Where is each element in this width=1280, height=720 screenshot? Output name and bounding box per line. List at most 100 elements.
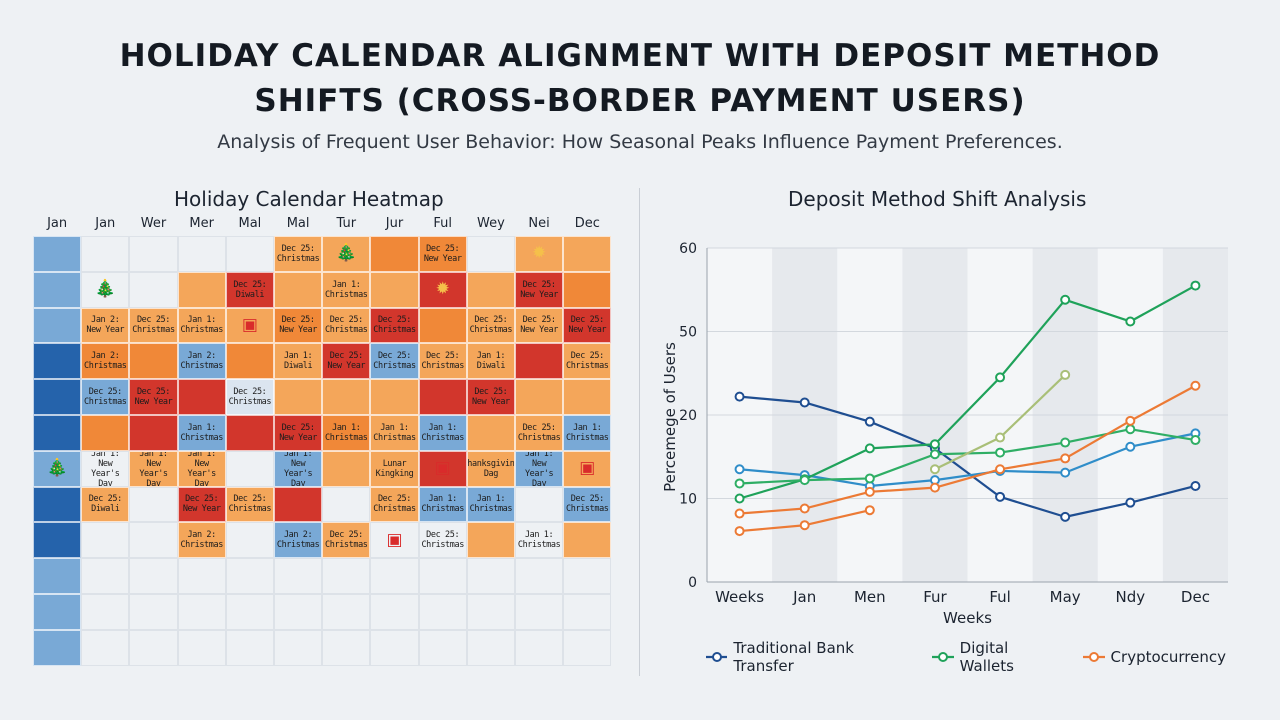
envelope-icon: ▣: [386, 529, 403, 550]
heatmap-cell: Jan 2: Christmas: [81, 343, 130, 380]
envelope-icon: ▣: [434, 458, 451, 479]
heatmap-cell-label: Dec 25: Christmas: [469, 315, 513, 336]
heatmap-cell-label: Dec 25: Christmas: [566, 494, 609, 515]
heatmap-cell: Dec 25: Christmas: [418, 522, 467, 559]
heatmap-cell: Dec 25: New Year: [274, 415, 323, 451]
heatmap-cell-label: Dec 25: Christmas: [84, 387, 127, 408]
heatmap-cell: [322, 486, 371, 523]
data-point: [995, 372, 1006, 383]
heatmap-cell: [33, 415, 82, 451]
series-line-1: [739, 432, 1196, 488]
heatmap-cell: Jan 1: Diwali: [466, 343, 515, 380]
heatmap-cell: [33, 522, 82, 559]
data-point: [995, 447, 1006, 458]
heatmap-cell: [515, 486, 564, 523]
heatmap-cell: [177, 236, 226, 272]
heatmap-cell-label: Jan 2: Christmas: [180, 530, 223, 551]
heatmap-cell: [225, 415, 274, 451]
heatmap-cell: Jan 2: Christmas: [177, 343, 226, 380]
heatmap-cell: Jan 1: New Year's Day: [515, 450, 564, 487]
heatmap-cell-label: Dec 25: New Year: [520, 315, 558, 336]
data-point: [1125, 415, 1136, 426]
heatmap-cell: Dec 25: Christmas: [563, 343, 612, 380]
heatmap-cell: Jan 1: Christmas: [322, 415, 371, 451]
heatmap-cell: Jan 1: Christmas: [466, 486, 515, 523]
heatmap-cell: Jan 1: Christmas: [515, 522, 564, 559]
tree-icon: 🎄: [94, 279, 116, 300]
heatmap-cell: [418, 629, 467, 666]
heatmap-cell: [274, 379, 323, 415]
heatmap-cell-label: Jan 1: Diwali: [476, 351, 506, 372]
heatmap-cell-label: Dec 25: New Year: [472, 387, 510, 408]
heatmap-cell: Jan 2: Christmas: [274, 522, 323, 559]
heatmap-cell-label: Dec 25: Christmas: [325, 530, 368, 551]
legend-label: Traditional Bank Transfer: [733, 639, 854, 675]
heatmap-column-header: Tur: [336, 216, 357, 231]
heatmap-cell-label: Dec 25: New Year: [568, 315, 607, 336]
heatmap-cell: [129, 594, 178, 630]
heatmap-column-header: Mal: [286, 216, 310, 231]
data-point: [1190, 280, 1201, 291]
heatmap-column-header: Jan: [95, 216, 116, 231]
data-point: [1060, 467, 1071, 478]
heatmap-cell: 🎄: [322, 236, 371, 272]
data-point: [864, 443, 875, 454]
heatmap-cell: [225, 629, 274, 666]
heatmap-column-header: Mal: [238, 216, 262, 231]
heatmap-cell: Dec 25: New Year: [515, 307, 564, 344]
heatmap-cell: [225, 236, 274, 272]
heatmap-cell: Jan 1: Christmas: [563, 415, 612, 451]
heatmap-cell: Dec 25: Diwali: [225, 271, 274, 308]
heatmap-cell: [466, 594, 515, 630]
heatmap-cell: [274, 486, 323, 523]
data-point: [734, 526, 745, 537]
heatmap-cell-label: Dec 25: New Year: [279, 422, 317, 443]
heatmap-cell: [563, 522, 612, 559]
heatmap-cell: Jan 1: New Year's Day: [129, 450, 178, 487]
heatmap-cell: Dec 25: Christmas: [81, 379, 130, 415]
heatmap-cell: Dec 25: Christmas: [129, 307, 178, 344]
title-line-1: HOLIDAY CALENDAR ALIGNMENT WITH DEPOSIT …: [119, 38, 1161, 74]
heatmap-cell: [466, 236, 515, 272]
heatmap-cell: [129, 236, 178, 272]
heatmap-cell: [418, 558, 467, 594]
heatmap-cell: Dec 25: Christmas: [225, 486, 274, 523]
heatmap-cell-label: Dec 25: Diwali: [233, 279, 267, 300]
heatmap-cell: ✹: [515, 236, 564, 272]
heatmap-cell-label: Jan 1: New Year's Day: [187, 450, 217, 487]
heatmap-cell-label: Jan 1: Christmas: [517, 530, 561, 551]
heatmap-cell-label: Jan 1: Christmas: [421, 494, 464, 515]
heatmap-cell-label: Dec 25: Christmas: [421, 351, 464, 372]
heatmap-cell: [563, 236, 612, 272]
heatmap-cell: [418, 307, 467, 344]
data-point: [734, 391, 745, 402]
heatmap-cell: Jan 1: Christmas: [418, 415, 467, 451]
heatmap-cell: [177, 594, 226, 630]
heatmap-column-header: Ful: [433, 216, 452, 231]
heatmap-cell: [515, 379, 564, 415]
heatmap-cell: [81, 594, 130, 630]
heatmap-cell: [33, 594, 82, 630]
heatmap-cell: [466, 522, 515, 559]
y-axis-label: Percemege of Users: [661, 342, 679, 492]
x-tick-label: Fur: [923, 588, 947, 606]
data-point: [1125, 424, 1136, 435]
heatmap-cell: Dec 25: Diwali: [81, 486, 130, 523]
heatmap-cell: [81, 558, 130, 594]
data-point: [799, 520, 810, 531]
heatmap-cell: [274, 594, 323, 630]
legend-item: Digital Wallets: [932, 639, 1064, 675]
heatmap-cell-label: Dec 25: Christmas: [228, 387, 272, 408]
heatmap-cell: [322, 379, 371, 415]
data-point: [1060, 369, 1071, 380]
heatmap-cell-label: Thanksgiving Dag: [467, 458, 515, 479]
heatmap-cell: Jan 1: Christmas: [370, 415, 419, 451]
heatmap-cell-label: Jan 1: New Year's Day: [139, 450, 168, 487]
heatmap-cell: Lunar Kingking: [370, 450, 419, 487]
data-point: [799, 503, 810, 514]
heatmap-cell-label: Jan 2: Christmas: [180, 351, 223, 372]
panel-divider: [639, 188, 640, 676]
x-axis-label: Weeks: [943, 609, 992, 627]
data-point: [864, 486, 875, 497]
heatmap-cell: Dec 25: Christmas: [466, 307, 515, 344]
